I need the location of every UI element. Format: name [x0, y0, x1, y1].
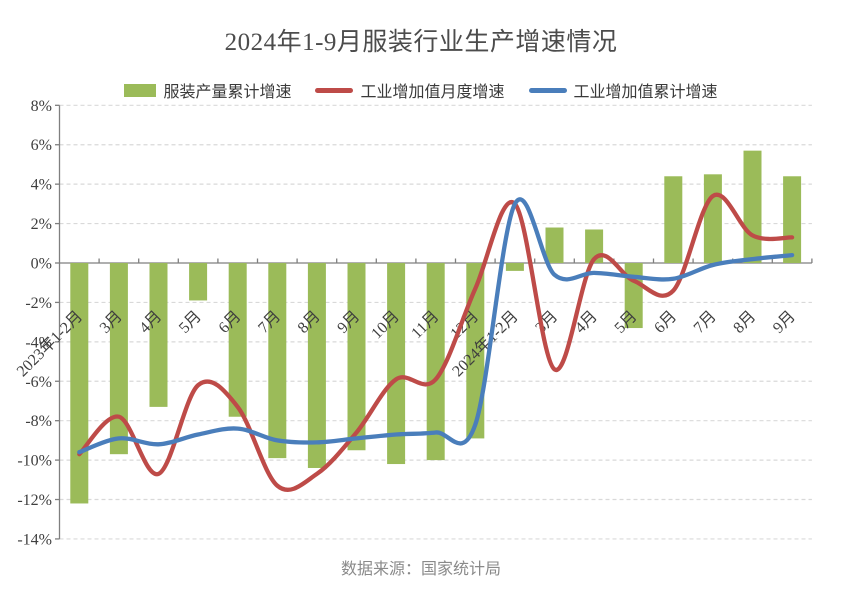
- y-axis-label--2%: -2%: [25, 295, 52, 312]
- bar-9月: [783, 176, 802, 263]
- legend-item-cumulative-line: 工业增加值累计增速: [528, 78, 718, 102]
- bar-6月: [228, 263, 247, 417]
- chart-legend: 服装产量累计增速 工业增加值月度增速 工业增加值累计增速: [0, 78, 842, 102]
- legend-item-monthly-line: 工业增加值月度增速: [315, 78, 505, 102]
- bar-12月: [466, 263, 485, 439]
- bar-2023年1-2月: [70, 263, 89, 504]
- y-axis-label-0%: 0%: [31, 256, 52, 273]
- bar-6月: [664, 176, 683, 263]
- bar-8月: [743, 150, 762, 263]
- y-axis-label--10%: -10%: [17, 453, 52, 470]
- bar-7月: [703, 174, 722, 263]
- x-axis-label-5月: 5月: [176, 308, 205, 337]
- line-工业增加值月度增速: [77, 192, 795, 492]
- x-axis-label-7月: 7月: [691, 308, 720, 337]
- y-axis-label-4%: 4%: [31, 177, 52, 194]
- bar-9月: [347, 263, 366, 451]
- bar-3月: [545, 227, 564, 263]
- monthly-line-swatch-icon: [315, 87, 354, 93]
- bar-series-swatch-icon: [124, 83, 157, 97]
- chart-title: 2024年1-9月服装行业生产增速情况: [224, 29, 618, 56]
- legend-label-bar-series: 服装产量累计增速: [163, 84, 292, 101]
- x-axis-label-6月: 6月: [651, 308, 680, 337]
- bar-3月: [109, 263, 128, 455]
- x-axis-label-8月: 8月: [730, 308, 759, 337]
- bar-11月: [426, 263, 445, 461]
- bar-5月: [189, 263, 208, 301]
- bar-2024年1-2月: [505, 263, 524, 271]
- data-source-note: 数据来源：国家统计局: [340, 561, 501, 578]
- x-axis-label-3月: 3月: [532, 308, 561, 337]
- legend-item-bar-series: 服装产量累计增速: [124, 78, 291, 102]
- y-axis-label--4%: -4%: [25, 334, 52, 351]
- bar-8月: [307, 263, 326, 468]
- y-axis-label-8%: 8%: [31, 98, 52, 115]
- y-axis-label--6%: -6%: [25, 374, 52, 391]
- y-axis-label-6%: 6%: [31, 137, 52, 154]
- legend-label-monthly-line: 工业增加值月度增速: [360, 84, 505, 101]
- y-axis-label--8%: -8%: [25, 413, 52, 430]
- y-axis-label-2%: 2%: [31, 216, 52, 233]
- y-axis-label--14%: -14%: [17, 531, 52, 548]
- y-axis-label--12%: -12%: [17, 492, 52, 509]
- bar-7月: [268, 263, 287, 459]
- cumulative-line-swatch-icon: [528, 87, 567, 93]
- bar-10月: [387, 263, 406, 465]
- x-axis-label-9月: 9月: [770, 308, 799, 337]
- legend-label-cumulative-line: 工业增加值累计增速: [573, 84, 718, 101]
- line-工业增加值累计增速: [77, 197, 795, 455]
- bar-4月: [149, 263, 168, 407]
